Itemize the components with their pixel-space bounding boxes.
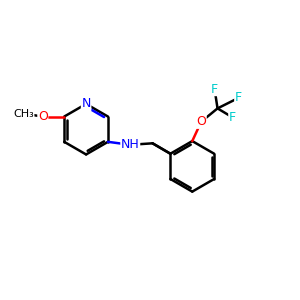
Text: O: O xyxy=(196,115,206,128)
Text: N: N xyxy=(81,98,91,110)
Text: F: F xyxy=(211,82,218,96)
Text: F: F xyxy=(229,111,236,124)
Text: CH₃: CH₃ xyxy=(13,109,34,118)
Text: O: O xyxy=(38,110,48,123)
Text: NH: NH xyxy=(121,138,140,151)
Text: F: F xyxy=(235,92,242,104)
